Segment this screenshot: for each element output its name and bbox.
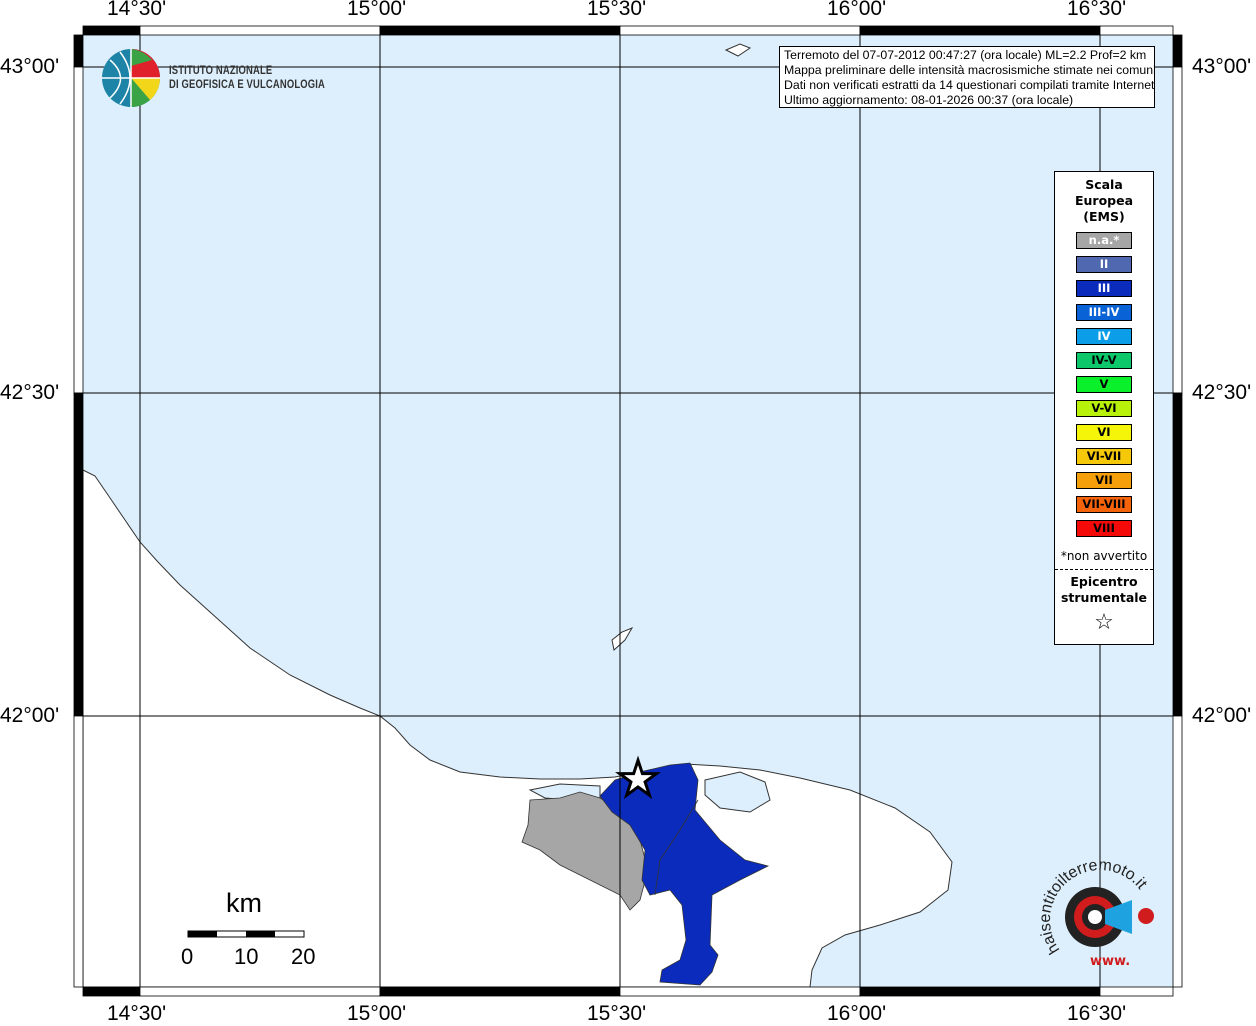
municipality-iii — [599, 762, 770, 986]
scale-bar — [187, 930, 305, 938]
ingv-logo-text: ISTITUTO NAZIONALE DI GEOFISICA E VULCAN… — [169, 64, 325, 92]
scale-unit: km — [226, 888, 262, 918]
frame-segment — [1172, 715, 1183, 988]
lon-label-top: 16°00' — [827, 0, 887, 20]
frame-segment — [379, 25, 621, 36]
legend-item: VI-VII — [1076, 448, 1132, 465]
frame-segment — [1172, 392, 1183, 717]
legend-item: IV — [1076, 328, 1132, 345]
ems-legend: Scala Europea (EMS) n.a.* II III III-IV IV IV… — [1054, 171, 1154, 645]
frame-segment — [82, 986, 141, 997]
municipality-na — [521, 791, 649, 911]
frame-segment — [1099, 986, 1174, 997]
lat-label-left: 42°00' — [0, 704, 60, 727]
info-line: Terremoto del 07-07-2012 00:47:27 (ora l… — [784, 48, 1147, 62]
lat-label-left: 43°00' — [0, 55, 60, 78]
lon-label-top: 15°00' — [347, 0, 407, 20]
municipality-boundary — [654, 799, 699, 896]
lat-label-right: 42°00' — [1192, 704, 1252, 727]
lon-label-top: 16°30' — [1067, 0, 1127, 20]
frame-segment — [73, 715, 84, 988]
island — [724, 43, 752, 57]
legend-item: V — [1076, 376, 1132, 393]
frame-segment — [1099, 25, 1174, 36]
legend-item: VII — [1076, 472, 1132, 489]
ingv-globe-logo — [102, 49, 161, 108]
lat-label-left: 42°30' — [0, 381, 60, 404]
lon-label-bottom: 14°30' — [107, 1002, 167, 1025]
event-info-box: Terremoto del 07-07-2012 00:47:27 (ora l… — [779, 46, 1155, 108]
frame-segment — [73, 392, 84, 717]
frame-segment — [859, 25, 1101, 36]
info-line: Ultimo aggiornamento: 08-01-2026 00:37 (… — [784, 93, 1074, 107]
info-line: Dati non verificati estratti da 14 quest… — [784, 78, 1155, 92]
lon-label-top: 15°30' — [587, 0, 647, 20]
ingv-line1: ISTITUTO NAZIONALE — [169, 65, 273, 77]
ingv-line2: DI GEOFISICA E VULCANOLOGIA — [169, 79, 326, 91]
frame-segment — [1172, 66, 1183, 394]
frame-segment — [139, 986, 381, 997]
legend-swatches: n.a.* II III III-IV IV IV-V V V-VI VI VI-VII VII VI… — [1055, 232, 1153, 537]
legend-item: IV-V — [1076, 352, 1132, 369]
lon-label-bottom: 15°30' — [587, 1002, 647, 1025]
star-icon: ☆ — [1094, 610, 1114, 635]
scale-label: 0 — [181, 944, 194, 969]
legend-title: Scala Europea (EMS) — [1055, 177, 1153, 225]
scale-label: 10 — [234, 944, 259, 969]
map-frame — [73, 25, 1183, 997]
info-line: Mappa preliminare delle intensità macros… — [784, 63, 1155, 77]
legend-item: VIII — [1076, 520, 1132, 537]
frame-segment — [859, 986, 1101, 997]
legend-epicentre: Epicentro strumentale — [1055, 574, 1153, 606]
lon-label-top: 14°30' — [107, 0, 167, 20]
lat-label-right: 42°30' — [1192, 381, 1252, 404]
frame-segment — [73, 66, 84, 394]
legend-item: II — [1076, 256, 1132, 273]
frame-segment — [1172, 34, 1183, 68]
lon-label-bottom: 16°00' — [827, 1002, 887, 1025]
legend-title-line: (EMS) — [1083, 209, 1125, 224]
lon-label-bottom: 16°30' — [1067, 1002, 1127, 1025]
legend-item: V-VI — [1076, 400, 1132, 417]
www-text: www. — [1090, 954, 1130, 969]
legend-title-line: Europea — [1074, 193, 1134, 208]
frame-segment — [73, 34, 84, 68]
frame-segment — [619, 986, 861, 997]
scale-label: 20 — [291, 944, 316, 969]
lon-label-bottom: 15°00' — [347, 1002, 407, 1025]
epicentre-star-icon: ★ — [616, 751, 659, 807]
legend-item: VII-VIII — [1076, 496, 1132, 513]
frame-segment — [379, 986, 621, 997]
frame-segment — [82, 25, 141, 36]
legend-item: n.a.* — [1076, 232, 1132, 249]
legend-divider — [1055, 569, 1153, 570]
legend-title-line: Scala — [1085, 177, 1123, 192]
frame-segment — [619, 25, 861, 36]
epicentre-label: strumentale — [1060, 590, 1148, 605]
epicentre-label: Epicentro — [1070, 574, 1138, 589]
legend-item: III-IV — [1076, 304, 1132, 321]
legend-item: III — [1076, 280, 1132, 297]
legend-item: VI — [1076, 424, 1132, 441]
lat-label-right: 43°00' — [1192, 55, 1252, 78]
frame-segment — [139, 25, 381, 36]
legend-note: *non avvertito — [1060, 549, 1148, 563]
